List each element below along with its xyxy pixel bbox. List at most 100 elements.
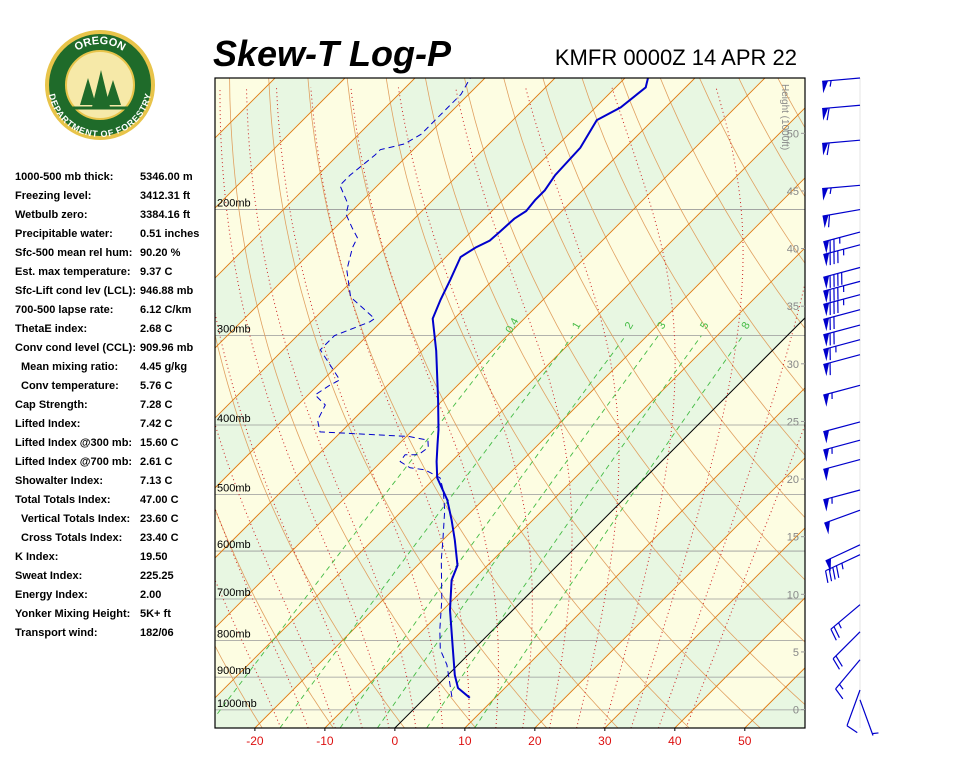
index-value: 3412.31 ft	[140, 190, 190, 202]
x-tick-label: -10	[316, 734, 334, 748]
barb-flag	[823, 303, 829, 316]
index-value: 182/06	[140, 627, 174, 639]
isotherm	[815, 78, 960, 728]
index-label: Cap Strength:	[15, 399, 88, 411]
index-value: 9.37 C	[140, 266, 172, 278]
index-label: Conv temperature:	[21, 380, 119, 392]
index-label: Total Totals Index:	[15, 494, 111, 506]
barb-shaft	[823, 440, 860, 450]
title: Skew-T Log-P	[213, 33, 452, 74]
pressure-label: 800mb	[217, 629, 251, 641]
barb-full	[826, 571, 828, 583]
index-label: 700-500 lapse rate:	[15, 304, 113, 316]
height-tick-label: 15	[787, 532, 799, 544]
barb-shaft	[824, 510, 860, 523]
barb-shaft	[831, 605, 860, 629]
wind-barb	[823, 245, 860, 266]
wind-barb	[823, 440, 860, 461]
barb-flag	[823, 363, 829, 376]
barb-shaft	[823, 340, 860, 350]
dry-adiabat	[895, 78, 960, 728]
pressure-label: 1000mb	[217, 698, 257, 710]
height-axis-label: Height (1000ft)	[779, 84, 790, 150]
index-value: 6.12 C/km	[140, 304, 192, 316]
barb-shaft	[823, 325, 860, 335]
index-value: 2.68 C	[140, 323, 172, 335]
barb-full	[833, 567, 835, 579]
wind-barb	[823, 355, 860, 376]
index-value: 909.96 mb	[140, 342, 193, 354]
index-label: Transport wind:	[15, 627, 98, 639]
wind-barb	[823, 295, 860, 316]
barb-flag	[822, 81, 828, 93]
index-value: 7.28 C	[140, 399, 172, 411]
barb-flag	[823, 290, 829, 303]
index-label: Sweat Index:	[15, 570, 82, 582]
barb-full	[829, 215, 830, 227]
index-label: Lifted Index:	[15, 418, 80, 430]
barb-shaft	[823, 385, 860, 395]
barb-shaft	[823, 232, 860, 242]
index-value: 7.13 C	[140, 475, 172, 487]
index-label: Sfc-500 mean rel hum:	[15, 247, 132, 259]
index-label: Lifted Index @300 mb:	[15, 437, 132, 449]
barb-shaft	[822, 105, 860, 108]
barb-shaft	[823, 460, 860, 470]
index-label: Showalter Index:	[15, 475, 103, 487]
index-value: 0.51 inches	[140, 228, 199, 240]
height-tick-label: 30	[787, 359, 799, 371]
wind-barb	[822, 185, 860, 200]
index-label: Lifted Index @700 mb:	[15, 456, 132, 468]
index-label: ThetaE index:	[15, 323, 87, 335]
index-label: Yonker Mixing Height:	[15, 608, 130, 620]
index-value: 4.45 g/kg	[140, 361, 187, 373]
wind-barb	[824, 510, 860, 534]
height-tick-label: 25	[787, 416, 799, 428]
barb-shaft	[822, 185, 860, 188]
height-tick-label: 40	[787, 244, 799, 256]
barb-flag	[823, 253, 829, 266]
barb-flag	[823, 215, 829, 228]
wind-barb	[822, 78, 860, 93]
barb-full	[847, 726, 857, 733]
index-value: 225.25	[140, 570, 174, 582]
index-value: 47.00 C	[140, 494, 179, 506]
wind-barb	[823, 325, 860, 346]
height-tick-label: 45	[787, 186, 799, 198]
barb-half	[872, 733, 878, 734]
barb-half	[830, 188, 831, 194]
index-value: 19.50	[140, 551, 168, 563]
barb-flag	[823, 498, 829, 511]
height-tick-label: 5	[793, 647, 799, 659]
index-label: Vertical Totals Index:	[21, 513, 130, 525]
pressure-label: 900mb	[217, 665, 251, 677]
wind-barb	[823, 385, 860, 406]
barb-flag	[823, 468, 829, 481]
index-value: 2.00	[140, 589, 161, 601]
barb-half	[842, 563, 843, 569]
index-label: Mean mixing ratio:	[21, 361, 118, 373]
index-value: 7.42 C	[140, 418, 172, 430]
index-value: 3384.16 ft	[140, 209, 190, 221]
index-label: Energy Index:	[15, 589, 88, 601]
index-value: 23.60 C	[140, 513, 179, 525]
barb-shaft	[833, 632, 860, 659]
barb-shaft	[823, 355, 860, 365]
barb-shaft	[823, 422, 860, 432]
barb-shaft	[826, 545, 860, 561]
barb-full	[827, 143, 829, 155]
index-value: 15.60 C	[140, 437, 179, 449]
barb-flag	[823, 394, 829, 407]
index-label: Freezing level:	[15, 190, 91, 202]
wind-barb	[823, 310, 860, 331]
x-tick-label: 40	[668, 734, 682, 748]
dry-adiabat	[856, 78, 960, 728]
index-label: Wetbulb zero:	[15, 209, 88, 221]
isotherm-band	[815, 78, 960, 728]
index-value: 5K+ ft	[140, 608, 171, 620]
wind-barb	[823, 460, 860, 481]
barb-shaft	[847, 690, 860, 726]
